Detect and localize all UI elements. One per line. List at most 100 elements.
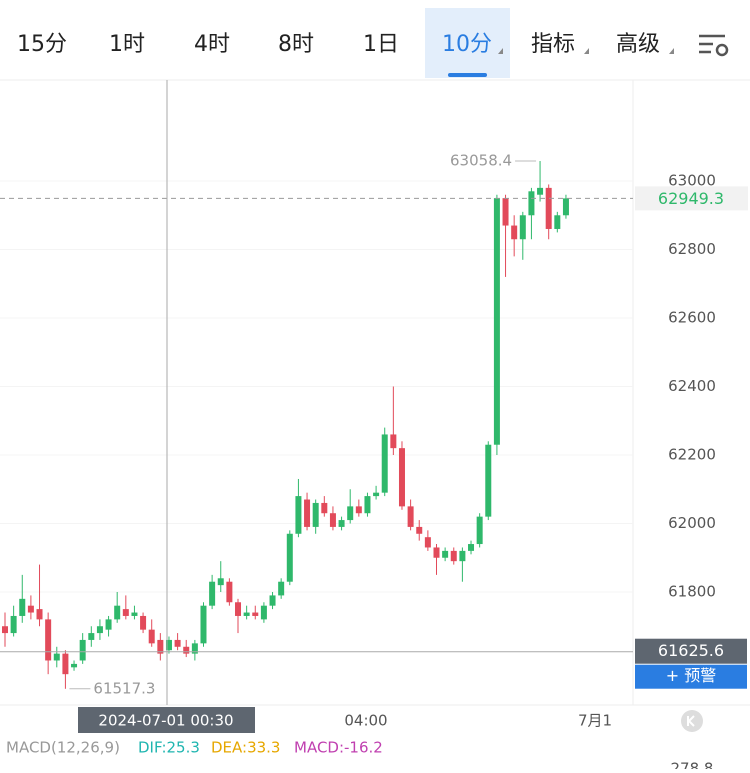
tab[interactable]: 4时: [194, 32, 230, 57]
candle-body: [235, 602, 242, 616]
tab[interactable]: 8时: [278, 32, 314, 57]
candle-body: [209, 581, 216, 606]
crosshair-x-label: 2024-07-01 00:30: [98, 712, 233, 730]
candle-body: [36, 609, 43, 620]
candle-body: [183, 646, 190, 654]
candle-body: [174, 639, 181, 647]
candle-body: [79, 639, 86, 661]
x-label: 04:00: [344, 712, 387, 730]
candle-body: [226, 581, 233, 603]
tab[interactable]: 10分: [442, 32, 492, 57]
tab[interactable]: 指标: [531, 32, 575, 57]
tab[interactable]: 15分: [17, 32, 67, 57]
candle-body: [131, 612, 138, 616]
crosshair-x-box: [78, 707, 255, 733]
candle-body: [424, 537, 431, 548]
candle-body: [122, 609, 129, 616]
candle-body: [442, 550, 449, 558]
candle-body: [537, 187, 544, 195]
candle-body: [45, 619, 52, 661]
candle-body: [329, 513, 336, 527]
candle-body: [416, 526, 423, 534]
candle-body: [71, 663, 78, 668]
tab[interactable]: 高级: [616, 32, 660, 57]
alert-button[interactable]: + 预警: [666, 666, 717, 685]
candle-body: [407, 506, 414, 527]
candle-body: [114, 605, 121, 620]
candle-body: [252, 612, 259, 616]
candle-body: [157, 639, 164, 654]
candle-body: [312, 502, 319, 527]
candle-body: [373, 492, 380, 497]
candle-body: [338, 520, 345, 527]
candle-body: [562, 198, 569, 216]
candle-body: [260, 605, 267, 620]
candle-body: [2, 626, 8, 634]
candle-body: [200, 605, 207, 644]
candle-body: [10, 615, 17, 634]
scroll-end-button[interactable]: [681, 710, 703, 732]
candle-body: [96, 626, 103, 634]
candle-body: [217, 578, 224, 586]
y-tick-label: 62600: [668, 309, 716, 327]
candle-body: [165, 639, 172, 651]
candle-body: [53, 653, 60, 661]
y-tick-label: 63000: [668, 172, 716, 190]
candle-body: [511, 225, 518, 240]
lower-axis-label: 278.8: [671, 760, 714, 770]
candle-body: [321, 502, 328, 514]
candle-body: [27, 605, 34, 613]
candle-body: [88, 633, 95, 640]
scroll-end-icon: [687, 715, 695, 727]
candle-body: [364, 496, 371, 514]
y-tick-label: 61800: [668, 582, 716, 600]
candle-body: [459, 550, 466, 562]
last-price-label: 62949.3: [658, 189, 724, 208]
last-price-box: [635, 186, 748, 211]
min-label: 61517.3: [93, 679, 155, 697]
macd-dif: DIF:25.3: [138, 739, 200, 757]
candle-body: [554, 215, 561, 229]
settings-icon[interactable]: [699, 34, 729, 57]
y-tick-label: 62400: [668, 377, 716, 395]
candle-body: [19, 598, 26, 616]
candle-body: [485, 444, 492, 517]
y-tick-label: 62800: [668, 240, 716, 258]
candle-body: [269, 595, 276, 606]
candle-body: [468, 544, 475, 551]
x-label: 7月1: [578, 712, 612, 730]
crosshair-y-box: [635, 638, 747, 664]
candle-body: [450, 550, 457, 562]
tab[interactable]: 1时: [109, 32, 145, 57]
candle-body: [355, 506, 362, 514]
candle-body: [528, 191, 535, 216]
candle-body: [476, 516, 483, 545]
macd-name: MACD(12,26,9): [6, 739, 120, 757]
candle-body: [62, 653, 69, 675]
candle-body: [519, 215, 526, 240]
candle-body: [433, 547, 440, 558]
y-tick-label: 62200: [668, 446, 716, 464]
candle-body: [390, 434, 397, 449]
macd-dea: DEA:33.3: [211, 739, 280, 757]
candle-body: [493, 198, 500, 445]
active-tab-underline: [448, 73, 487, 77]
candle-body: [105, 619, 112, 630]
crosshair-y-label: 61625.6: [658, 641, 724, 660]
candle-body: [545, 187, 552, 229]
tab[interactable]: 1日: [363, 32, 399, 57]
max-label: 63058.4: [450, 152, 512, 170]
tab-arrows: [498, 48, 674, 54]
candle-body: [278, 581, 285, 596]
candle-body: [286, 533, 293, 582]
candle-body: [304, 499, 311, 527]
candle-body: [347, 506, 354, 521]
candle-body: [381, 434, 388, 493]
candle-body: [243, 612, 250, 616]
candle-body: [140, 615, 147, 630]
active-tab-bg: [425, 8, 510, 78]
alert-button-bg[interactable]: [635, 664, 747, 689]
candle-body: [502, 198, 509, 226]
candle-body: [191, 643, 198, 654]
